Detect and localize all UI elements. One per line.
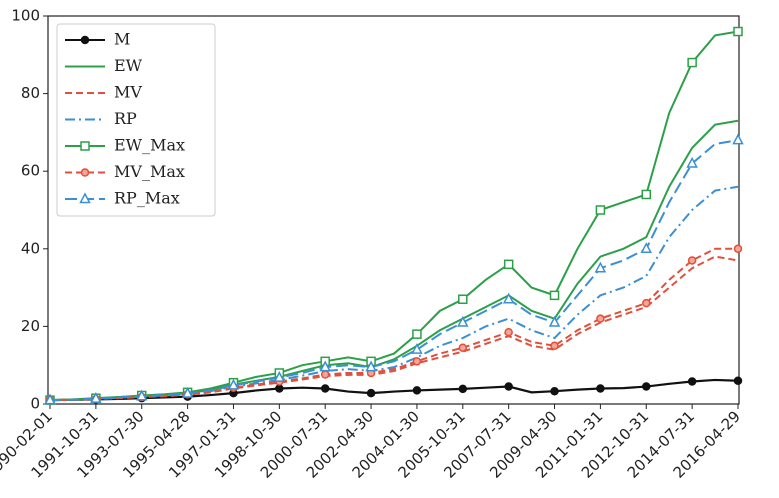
legend-marker (80, 141, 90, 151)
point (412, 357, 422, 366)
point (411, 343, 423, 354)
point (549, 290, 560, 301)
point (733, 26, 743, 37)
point (595, 205, 606, 215)
point (687, 377, 697, 386)
point (550, 386, 559, 396)
point (320, 370, 330, 379)
point (458, 294, 468, 304)
point (273, 371, 286, 382)
point (504, 382, 513, 391)
point (366, 388, 376, 398)
legend-label: M (114, 30, 130, 49)
legend-label: EW (114, 56, 143, 75)
point (227, 378, 240, 390)
series-line (49, 30, 739, 402)
legend-label: EW_Max (114, 136, 185, 155)
legend-label: RP_Max (114, 189, 180, 208)
legend-marker (80, 168, 90, 177)
series (49, 255, 739, 402)
point (733, 376, 743, 385)
point (457, 315, 469, 327)
point (90, 391, 102, 403)
point (412, 386, 422, 395)
point (502, 292, 515, 304)
plot-frame (47, 15, 740, 405)
point (687, 57, 697, 68)
y-tick-label: 40 (21, 239, 40, 257)
point (687, 256, 697, 265)
point (594, 261, 607, 273)
point (732, 133, 744, 145)
point (548, 315, 561, 327)
point (642, 382, 651, 391)
legend: M EW MV RP EW_Max MV_Max RP_Max (56, 23, 216, 217)
y-tick-label: 20 (21, 317, 40, 335)
series-line (49, 247, 738, 402)
y-tick-label: 60 (21, 162, 40, 180)
legend-label: MV_Max (114, 162, 185, 181)
legend-marker (79, 192, 91, 204)
series (45, 376, 743, 405)
legend-marker (80, 35, 90, 45)
y-tick-label: 100 (11, 7, 40, 25)
y-tick-label: 0 (30, 395, 40, 413)
series-line (49, 378, 739, 402)
series-line (49, 139, 739, 402)
legend-box (56, 23, 216, 217)
point (135, 389, 148, 401)
point (320, 384, 330, 393)
point (458, 384, 468, 394)
point (686, 156, 698, 168)
point (44, 393, 56, 405)
point (275, 384, 284, 393)
point (596, 314, 605, 323)
point (181, 386, 194, 398)
point (640, 242, 653, 254)
point (733, 244, 743, 254)
point (504, 327, 513, 337)
point (550, 341, 559, 351)
legend-label: MV (114, 83, 142, 102)
y-tick-label: 80 (21, 84, 40, 102)
point (596, 384, 605, 393)
series (45, 244, 743, 405)
point (412, 329, 422, 339)
point (642, 298, 651, 308)
legend-label: RP (114, 109, 137, 128)
point (319, 360, 331, 372)
point (458, 343, 468, 352)
point (365, 360, 377, 372)
series (44, 133, 744, 405)
series-line (49, 255, 739, 402)
point (641, 189, 652, 200)
point (503, 259, 514, 270)
